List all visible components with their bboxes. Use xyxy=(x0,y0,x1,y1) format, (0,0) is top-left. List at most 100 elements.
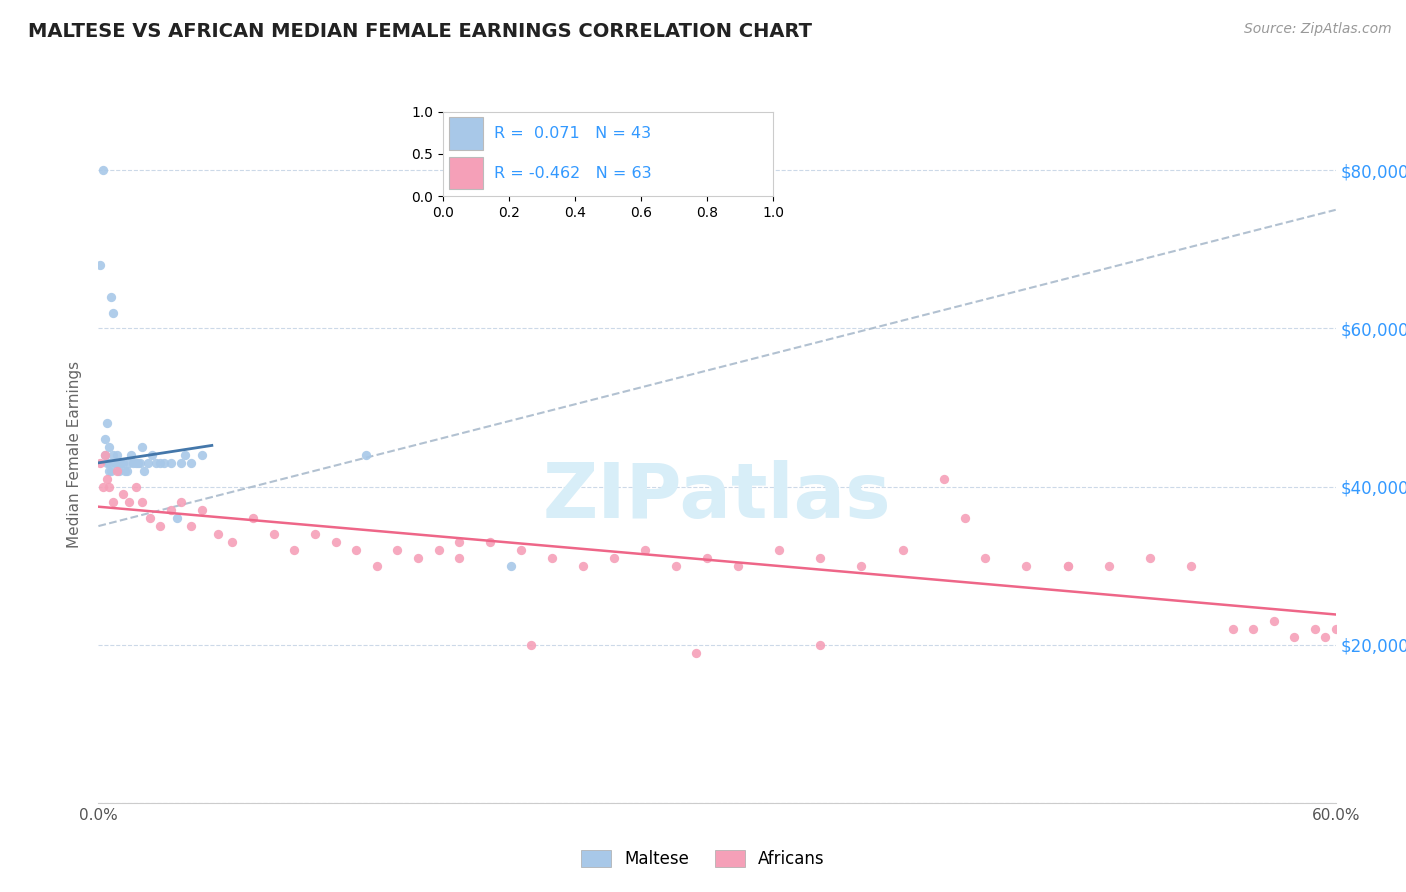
Point xyxy=(1098,558,1121,573)
Point xyxy=(283,542,305,557)
Point xyxy=(101,495,124,509)
Point xyxy=(1303,622,1326,636)
Point xyxy=(96,472,118,486)
Point xyxy=(499,558,522,573)
Point xyxy=(974,550,997,565)
Point xyxy=(159,503,181,517)
Point xyxy=(96,456,118,470)
Point xyxy=(634,542,657,557)
Point xyxy=(190,448,212,462)
Point xyxy=(449,550,471,565)
Point xyxy=(174,448,197,462)
Point xyxy=(387,542,409,557)
Point xyxy=(149,519,172,533)
Point xyxy=(1324,622,1347,636)
Point xyxy=(366,558,388,573)
Point xyxy=(159,456,181,470)
Point xyxy=(124,456,146,470)
Point xyxy=(1180,558,1202,573)
Point xyxy=(136,456,159,470)
Point xyxy=(108,456,131,470)
Point xyxy=(96,417,118,431)
Point xyxy=(479,535,502,549)
Point xyxy=(104,456,127,470)
Point xyxy=(1241,622,1264,636)
Point xyxy=(132,464,155,478)
Point xyxy=(1315,630,1337,644)
Point xyxy=(108,464,131,478)
Point xyxy=(510,542,533,557)
Point xyxy=(1056,558,1078,573)
Point xyxy=(104,456,127,470)
Point xyxy=(180,519,202,533)
Point xyxy=(112,456,135,470)
Point xyxy=(406,550,429,565)
Point xyxy=(149,456,172,470)
Point xyxy=(166,511,188,525)
Point xyxy=(124,479,146,493)
Point xyxy=(118,456,141,470)
Text: ZIPatlas: ZIPatlas xyxy=(543,459,891,533)
Point xyxy=(127,456,149,470)
Point xyxy=(145,456,167,470)
Point xyxy=(93,448,115,462)
Point xyxy=(97,440,120,454)
Point xyxy=(101,305,124,319)
Point xyxy=(242,511,264,525)
Point xyxy=(263,527,285,541)
Point xyxy=(180,456,202,470)
Point xyxy=(139,511,162,525)
Point xyxy=(97,479,120,493)
Point xyxy=(89,258,111,272)
Point xyxy=(170,495,193,509)
Point xyxy=(93,432,115,446)
FancyBboxPatch shape xyxy=(450,157,482,189)
Text: Source: ZipAtlas.com: Source: ZipAtlas.com xyxy=(1244,22,1392,37)
Point xyxy=(101,448,124,462)
Point xyxy=(427,542,450,557)
Point xyxy=(932,472,955,486)
Text: R = -0.462   N = 63: R = -0.462 N = 63 xyxy=(494,166,652,181)
Point xyxy=(105,448,128,462)
Point xyxy=(128,456,150,470)
Point xyxy=(170,456,193,470)
Point xyxy=(356,448,378,462)
Point xyxy=(449,535,471,549)
Point xyxy=(89,456,111,470)
Point xyxy=(117,464,139,478)
Point xyxy=(91,163,114,178)
Point xyxy=(344,542,367,557)
Point xyxy=(304,527,326,541)
Point xyxy=(105,464,128,478)
Point xyxy=(808,638,831,652)
Point xyxy=(100,290,122,304)
Point xyxy=(110,456,132,470)
Point xyxy=(141,448,163,462)
Point xyxy=(131,495,153,509)
Point xyxy=(207,527,229,541)
Point xyxy=(97,456,120,470)
Point xyxy=(118,495,141,509)
Point xyxy=(808,550,831,565)
Point xyxy=(221,535,243,549)
Point xyxy=(572,558,595,573)
Point xyxy=(153,456,176,470)
Point xyxy=(325,535,347,549)
Point xyxy=(91,479,114,493)
Point xyxy=(727,558,749,573)
Text: R =  0.071   N = 43: R = 0.071 N = 43 xyxy=(494,126,651,141)
Point xyxy=(120,448,142,462)
Point xyxy=(97,464,120,478)
Text: MALTESE VS AFRICAN MEDIAN FEMALE EARNINGS CORRELATION CHART: MALTESE VS AFRICAN MEDIAN FEMALE EARNING… xyxy=(28,22,813,41)
Point xyxy=(1015,558,1038,573)
Point xyxy=(1263,614,1285,628)
Point xyxy=(190,503,212,517)
Point xyxy=(1284,630,1306,644)
Point xyxy=(603,550,626,565)
Point xyxy=(93,448,115,462)
Point xyxy=(520,638,543,652)
Point xyxy=(891,542,914,557)
Y-axis label: Median Female Earnings: Median Female Earnings xyxy=(67,361,83,549)
Point xyxy=(685,646,707,660)
Point xyxy=(131,440,153,454)
